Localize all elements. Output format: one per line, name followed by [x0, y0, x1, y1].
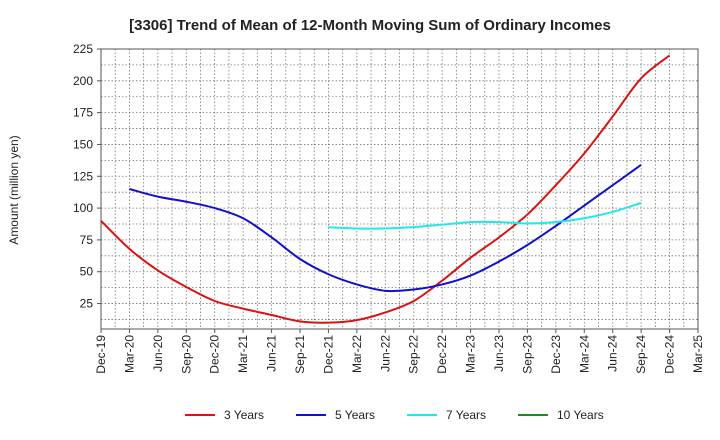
- y-tick-label: 150: [73, 137, 93, 151]
- x-tick-label: Mar-20: [122, 335, 136, 373]
- y-tick-label: 175: [73, 106, 93, 120]
- series-group: [100, 54, 671, 324]
- y-axis-label: Amount (million yen): [7, 135, 21, 244]
- y-tick-label: 25: [80, 297, 94, 311]
- x-tick-label: Jun-20: [151, 335, 165, 372]
- y-axis: 25 50 75 100 125 150 175 200 225: [73, 42, 101, 311]
- y-tick-label: 125: [73, 169, 93, 183]
- x-tick-label: Sep-21: [293, 335, 307, 374]
- series-3-years: [100, 54, 671, 324]
- series-line-7-years: [328, 202, 642, 230]
- x-tick-label: Dec-20: [208, 335, 222, 374]
- x-tick-label: Sep-23: [520, 335, 534, 374]
- legend-label-7-years: 7 Years: [446, 408, 486, 422]
- plot-area: [100, 48, 699, 330]
- legend: 3 Years 5 Years 7 Years 10 Years: [185, 408, 604, 422]
- gridlines: [101, 49, 698, 329]
- x-tick-label: Dec-21: [321, 335, 335, 374]
- x-tick-label: Dec-22: [435, 335, 449, 374]
- x-tick-label: Mar-22: [350, 335, 364, 373]
- x-tick-label: Sep-20: [179, 335, 193, 374]
- x-tick-label: Mar-25: [691, 335, 705, 373]
- x-tick-label: Mar-21: [236, 335, 250, 373]
- x-tick-label: Mar-24: [577, 335, 591, 373]
- chart-title: [3306] Trend of Mean of 12-Month Moving …: [129, 17, 611, 34]
- series-7-years: [328, 202, 642, 230]
- y-tick-label: 200: [73, 74, 93, 88]
- x-axis: Dec-19 Mar-20 Jun-20 Sep-20 Dec-20 Mar-21 Jun-…: [94, 329, 705, 374]
- legend-label-5-years: 5 Years: [335, 408, 375, 422]
- y-tick-label: 50: [80, 265, 94, 279]
- y-tick-label: 75: [80, 233, 94, 247]
- x-tick-label: Dec-19: [94, 335, 108, 374]
- legend-label-3-years: 3 Years: [224, 408, 264, 422]
- series-line-3-years: [100, 54, 671, 324]
- x-tick-label: Jun-21: [265, 335, 279, 372]
- x-tick-label: Sep-24: [634, 335, 648, 374]
- x-tick-label: Dec-23: [549, 335, 563, 374]
- x-tick-label: Mar-23: [464, 335, 478, 373]
- legend-label-10-years: 10 Years: [557, 408, 604, 422]
- x-tick-label: Jun-22: [378, 335, 392, 372]
- series-line-5-years: [129, 164, 642, 293]
- x-tick-label: Jun-24: [606, 335, 620, 372]
- x-tick-label: Sep-22: [407, 335, 421, 374]
- x-tick-label: Dec-24: [663, 335, 677, 374]
- y-tick-label: 100: [73, 201, 93, 215]
- y-tick-label: 225: [73, 42, 93, 56]
- series-5-years: [129, 164, 642, 293]
- x-tick-label: Jun-23: [492, 335, 506, 372]
